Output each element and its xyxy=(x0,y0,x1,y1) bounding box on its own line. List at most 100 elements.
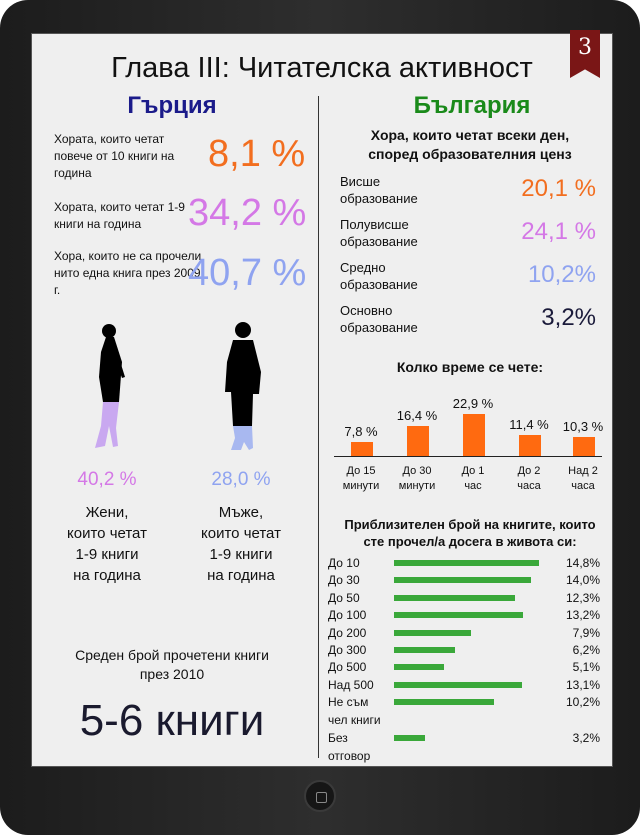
caption-line: 1-9 книги xyxy=(209,546,273,563)
books-chart-title: Приблизителен брой на книгите, които сте… xyxy=(328,516,612,550)
time-bar-value: 11,4 % xyxy=(509,417,549,432)
books-title-line: Приблизителен брой на книгите, които xyxy=(344,517,596,532)
books-row-label-line: До 50 xyxy=(328,590,360,605)
time-bar xyxy=(519,435,541,456)
edu-label: Основно образование xyxy=(340,302,418,336)
women-pct: 40,2 % xyxy=(77,469,137,490)
books-bar-value: 7,9% xyxy=(572,625,600,640)
books-bar-value: 3,2% xyxy=(572,731,600,746)
time-bar-label: До 2 часа xyxy=(499,464,559,494)
time-bar-label: До 30 минути xyxy=(387,464,447,494)
books-bar-value: 5,1% xyxy=(572,660,600,675)
books-bar xyxy=(394,629,471,636)
edu-title-line: Хора, които четат всеки ден, xyxy=(370,127,570,143)
books-bar xyxy=(394,612,523,619)
books-bar-value: 12,3% xyxy=(565,590,600,605)
edu-label: Средно образование xyxy=(340,259,418,293)
time-bar-label: Над 2 часа xyxy=(553,464,612,494)
edu-value: 10,2% xyxy=(527,261,596,288)
books-bar xyxy=(394,681,522,688)
bulgaria-heading: България xyxy=(413,92,531,119)
edu-label-line: образование xyxy=(340,191,418,206)
books-bar-value: 13,1% xyxy=(565,677,600,692)
books-row-label: До 200 xyxy=(328,626,366,644)
edu-label: Полувисше образование xyxy=(340,216,418,250)
books-bar xyxy=(394,699,494,706)
time-bar-value: 16,4 % xyxy=(396,408,438,423)
caption-line: Жени, xyxy=(85,504,129,521)
women-caption: Жени, които четат 1-9 книги на година xyxy=(47,502,167,586)
time-bar-label-line: минути xyxy=(398,480,436,492)
books-bar xyxy=(394,647,455,653)
books-row-label-line: До 10 xyxy=(328,556,360,570)
edu-label-line: Висше xyxy=(340,174,381,189)
books-row-label-line: До 300 xyxy=(328,643,367,657)
books-row-label-line: До 200 xyxy=(328,625,367,640)
caption-line: на година xyxy=(207,567,275,584)
caption-line: 1-9 книги xyxy=(75,546,139,563)
books-row-label: Над 500 xyxy=(328,678,374,696)
books-bar xyxy=(394,594,515,601)
time-chart-baseline xyxy=(334,456,602,457)
caption-line: които четат xyxy=(201,525,281,542)
books-row-label: До 50 xyxy=(328,591,360,609)
books-row-label: Не съм чел книги xyxy=(328,695,381,731)
greece-stat-label: Хората, които четат 1-9 книги на година xyxy=(54,200,185,231)
books-row-label: До 300 xyxy=(328,643,366,661)
edu-label: Висше образование xyxy=(340,173,418,207)
books-row-label-line: Над 500 xyxy=(328,677,374,692)
edu-label-line: образование xyxy=(340,277,418,292)
time-bar-label-line: До 30 xyxy=(402,465,432,477)
greece-stat-label: Хората, които четат повече от 10 книги н… xyxy=(54,132,175,180)
greece-stat-value: 8,1 % xyxy=(208,133,306,175)
woman-silhouette xyxy=(95,324,125,448)
books-row-label: До 10 xyxy=(328,556,360,574)
time-bar-label-line: До 15 xyxy=(346,465,376,477)
books-row-label: До 30 xyxy=(328,573,360,591)
caption-line: които четат xyxy=(67,525,147,542)
time-bar xyxy=(407,426,429,456)
home-button[interactable] xyxy=(304,780,336,812)
books-bar-value: 13,2% xyxy=(565,608,600,623)
books-bar xyxy=(394,560,539,566)
books-row-label-line: Не съм xyxy=(328,695,369,710)
books-bar xyxy=(394,735,425,742)
page-title: Глава III: Читателска активност xyxy=(111,52,533,84)
books-bar-value: 14,0% xyxy=(565,573,600,588)
time-bar-value: 10,3 % xyxy=(562,419,604,434)
books-bar xyxy=(394,577,531,584)
edu-label-line: образование xyxy=(340,320,418,335)
time-bar xyxy=(351,442,373,456)
time-bar-label-line: Над 2 xyxy=(568,465,598,477)
edu-label-line: Средно xyxy=(340,260,386,275)
edu-title-line: според образователния ценз xyxy=(368,146,572,162)
books-row-label: До 500 xyxy=(328,660,366,678)
edu-value: 20,1 % xyxy=(521,175,596,202)
books-bar xyxy=(394,664,444,671)
home-icon xyxy=(316,792,327,803)
books-row-label-line: чел книги xyxy=(328,713,381,728)
time-bar-label: До 1 час xyxy=(443,464,503,494)
books-row-label: До 100 xyxy=(328,608,366,626)
books-row-label-line: Без xyxy=(328,731,348,746)
time-bar-label-line: До 2 xyxy=(517,465,541,477)
screen: Глава III: Читателска активност Гърция Х… xyxy=(31,33,613,767)
time-bar-label-line: минути xyxy=(342,480,380,492)
greece-stat-label: Хора, които не са прочели нито една книг… xyxy=(54,249,202,297)
caption-line: на година xyxy=(73,567,141,584)
edu-value: 24,1 % xyxy=(521,218,596,245)
avg-books-label: Среден брой прочетени книги през 2010 xyxy=(52,646,292,684)
edu-label-line: Основно xyxy=(340,303,393,318)
time-bar xyxy=(573,437,595,456)
books-row-label-line: До 100 xyxy=(328,608,367,623)
books-bar-value: 6,2% xyxy=(572,643,600,657)
edu-value: 3,2% xyxy=(541,304,596,331)
time-bar-label: До 15 минути xyxy=(331,464,391,494)
time-chart-title: Колко време се чете: xyxy=(396,359,544,375)
time-bar-label-line: час xyxy=(464,480,482,492)
books-row-label: Без отговор xyxy=(328,731,370,766)
column-divider xyxy=(318,96,319,758)
edu-label-line: Полувисше xyxy=(340,217,409,232)
books-bar-value: 14,8% xyxy=(565,556,600,570)
time-bar-label-line: До 1 xyxy=(461,465,485,477)
